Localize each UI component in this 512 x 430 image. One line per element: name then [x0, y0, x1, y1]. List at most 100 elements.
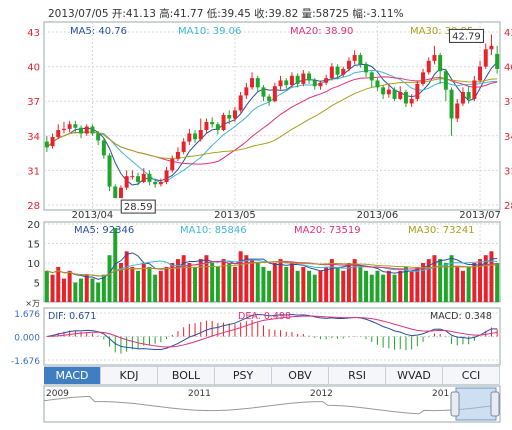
- macd-axis-label: 0.000: [14, 334, 40, 344]
- volume-bar: [415, 266, 420, 302]
- macd-axis-label: -1.676: [11, 357, 40, 367]
- candle-body: [375, 80, 380, 88]
- volume-bar: [449, 255, 454, 302]
- candle-body: [255, 78, 260, 88]
- volume-bar: [175, 259, 180, 302]
- volume-bar: [478, 259, 483, 302]
- price-axis-left-label: 31: [27, 166, 40, 177]
- candle-body: [79, 127, 84, 134]
- candle-body: [141, 173, 146, 182]
- high-annotation-label: 42.79: [452, 31, 481, 42]
- volume-bar: [289, 263, 294, 302]
- candle-body: [312, 80, 317, 87]
- candle-body: [215, 124, 220, 131]
- tab-cci[interactable]: CCI: [443, 367, 500, 384]
- candle-body: [324, 78, 329, 83]
- candle-body: [455, 103, 460, 119]
- volume-bar: [84, 274, 89, 302]
- candle-body: [381, 87, 386, 95]
- volume-bar: [141, 263, 146, 302]
- candle-body: [438, 55, 443, 72]
- volume-bar: [227, 263, 232, 302]
- navigator-selection-window[interactable]: [455, 387, 497, 421]
- tab-obv[interactable]: OBV: [272, 367, 329, 384]
- tab-macd[interactable]: MACD: [44, 367, 101, 384]
- volume-bar: [113, 227, 118, 302]
- navigator-left-handle[interactable]: [450, 391, 460, 417]
- macd-legend-item: DIF: 0.671: [48, 311, 96, 322]
- volume-bar: [250, 259, 255, 302]
- price-axis-left-label: 37: [27, 97, 40, 108]
- price-axis-left-label: 34: [27, 132, 40, 143]
- candle-body: [472, 80, 477, 99]
- navigator-year-label: 2009: [46, 389, 69, 399]
- candle-body: [352, 55, 357, 61]
- volume-bar: [426, 259, 431, 302]
- candle-body: [272, 86, 277, 102]
- volume-bar: [432, 255, 437, 302]
- candle-body: [426, 60, 431, 73]
- candle-body: [153, 181, 158, 185]
- volume-bar: [210, 263, 215, 302]
- candle-body: [238, 95, 243, 111]
- candle-body: [495, 53, 500, 69]
- volume-bar: [44, 270, 49, 302]
- volume-bar: [455, 266, 460, 302]
- volume-bar: [96, 282, 101, 302]
- volume-bar: [158, 270, 163, 302]
- candle-body: [96, 133, 101, 141]
- candle-body: [118, 187, 123, 199]
- candle-body: [221, 115, 226, 131]
- volume-bar: [107, 255, 112, 302]
- navigator-right-handle[interactable]: [490, 391, 500, 417]
- volume-bar: [204, 255, 209, 302]
- candle-body: [301, 73, 306, 84]
- volume-bar: [472, 263, 477, 302]
- volume-bar: [438, 259, 443, 302]
- candle-body: [307, 73, 312, 81]
- low-annotation-box: [120, 199, 156, 214]
- volume-bar: [272, 263, 277, 302]
- volume-bar: [147, 266, 152, 302]
- candle-body: [124, 176, 129, 188]
- volume-legend-item: MA30: 73241: [408, 225, 475, 236]
- price-ma5-line: [46, 61, 498, 186]
- volume-bar: [443, 263, 448, 302]
- candle-body: [358, 55, 363, 65]
- tab-psy[interactable]: PSY: [215, 367, 272, 384]
- candle-body: [460, 91, 465, 104]
- candle-body: [244, 87, 249, 96]
- tab-kdj[interactable]: KDJ: [101, 367, 158, 384]
- candle-body: [90, 126, 95, 134]
- candle-body: [175, 151, 180, 159]
- tab-rsi[interactable]: RSI: [329, 367, 386, 384]
- candle-body: [432, 55, 437, 61]
- volume-bar: [124, 251, 129, 302]
- candle-body: [369, 72, 374, 81]
- volume-bar: [284, 266, 289, 302]
- volume-bar: [364, 270, 369, 302]
- price-axis-right-label: 28: [504, 201, 512, 212]
- volume-bar: [318, 270, 323, 302]
- candle-body: [403, 91, 408, 104]
- volume-legend-item: MA10: 85846: [180, 225, 247, 236]
- candle-body: [164, 170, 169, 182]
- candle-body: [421, 72, 426, 84]
- volume-bar: [198, 259, 203, 302]
- candle-body: [84, 126, 89, 134]
- volume-bar: [301, 266, 306, 302]
- volume-bar: [495, 263, 500, 302]
- volume-bar: [358, 266, 363, 302]
- volume-bar: [375, 270, 380, 302]
- candle-body: [284, 80, 289, 86]
- tab-wvad[interactable]: WVAD: [386, 367, 443, 384]
- candle-body: [443, 71, 448, 90]
- tab-boll[interactable]: BOLL: [158, 367, 215, 384]
- candle-body: [466, 91, 471, 99]
- volume-bar: [312, 274, 317, 302]
- candle-body: [107, 155, 112, 187]
- candle-body: [210, 121, 215, 125]
- price-legend-item: MA20: 38.90: [290, 26, 353, 37]
- candle-body: [415, 83, 420, 99]
